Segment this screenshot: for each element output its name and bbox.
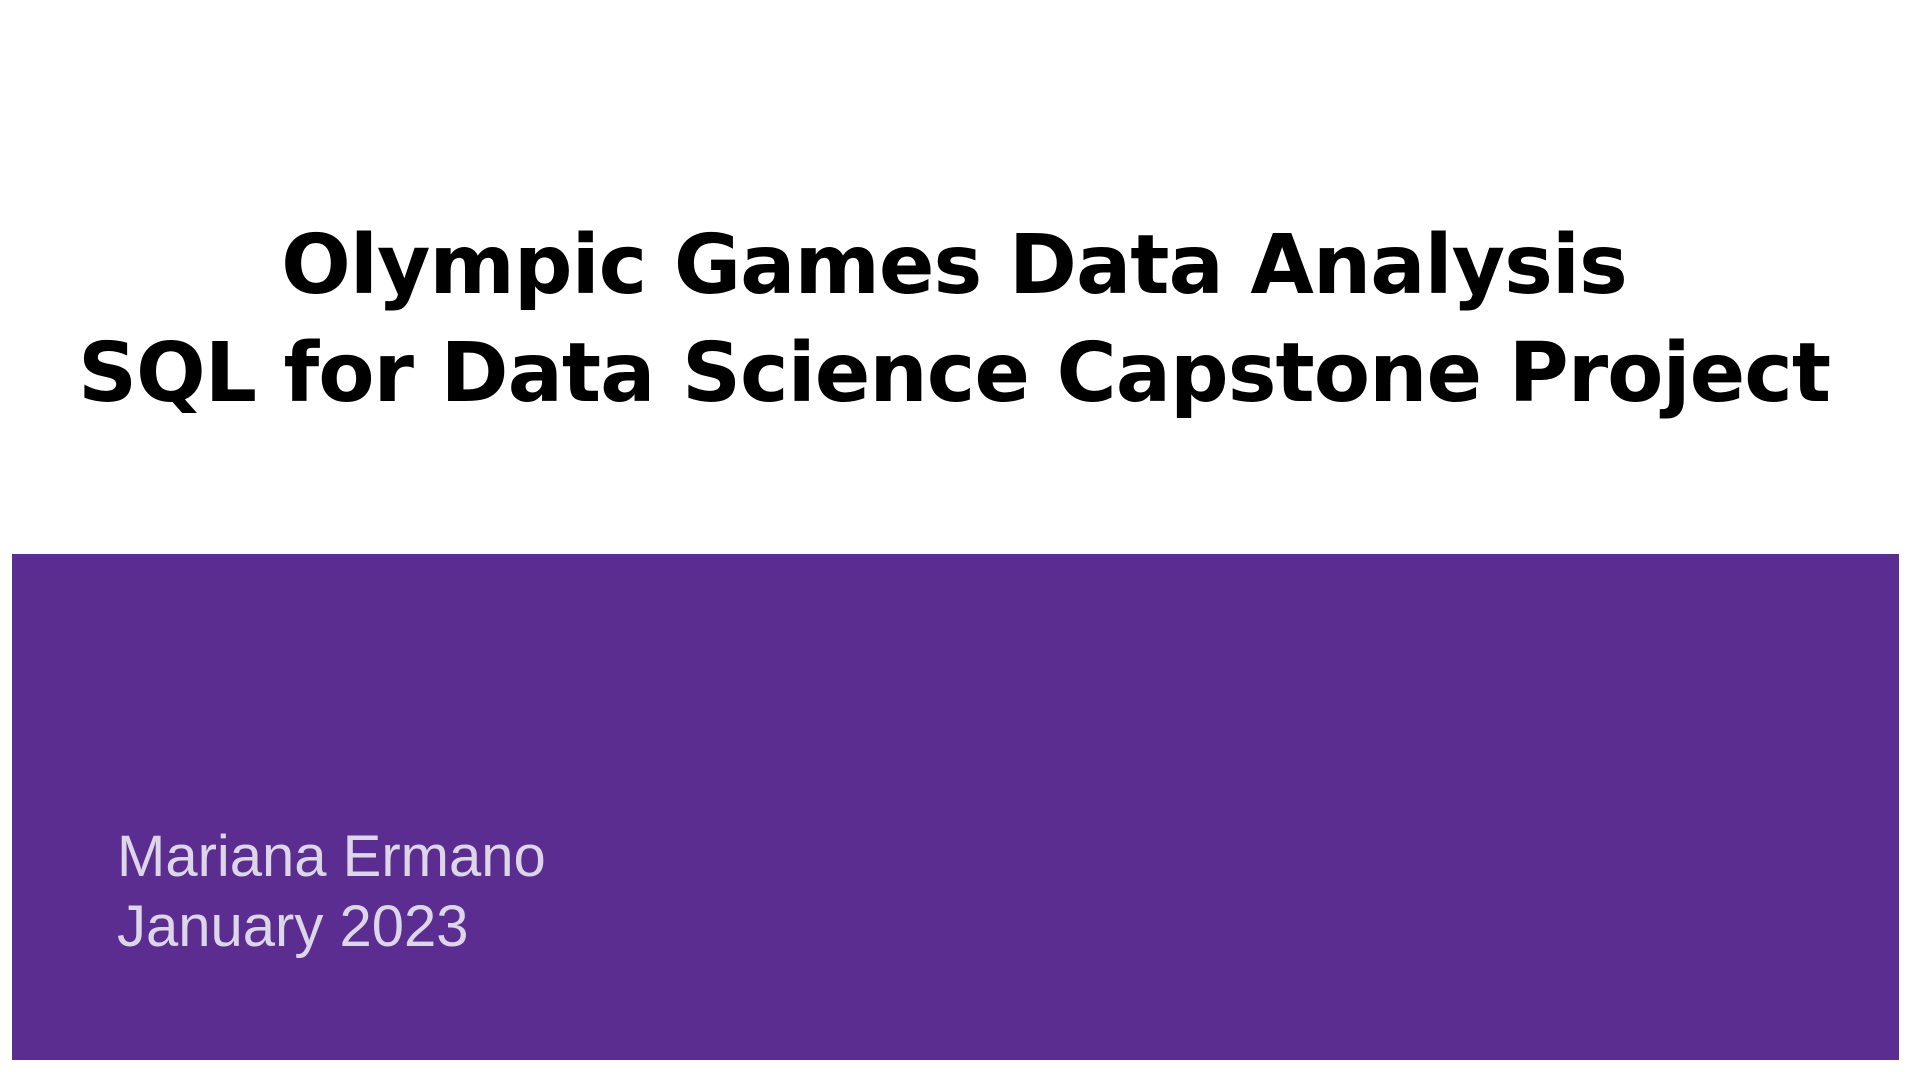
presentation-date: January 2023 [117, 894, 469, 959]
author-name: Mariana Ermano [117, 824, 546, 889]
slide-title: Olympic Games Data Analysis SQL for Data… [0, 212, 1908, 428]
purple-band [12, 554, 1899, 1060]
title-line-2: SQL for Data Science Capstone Project [77, 326, 1831, 421]
author-block: Mariana Ermano January 2023 [117, 822, 546, 962]
title-line-1: Olympic Games Data Analysis [281, 218, 1628, 313]
